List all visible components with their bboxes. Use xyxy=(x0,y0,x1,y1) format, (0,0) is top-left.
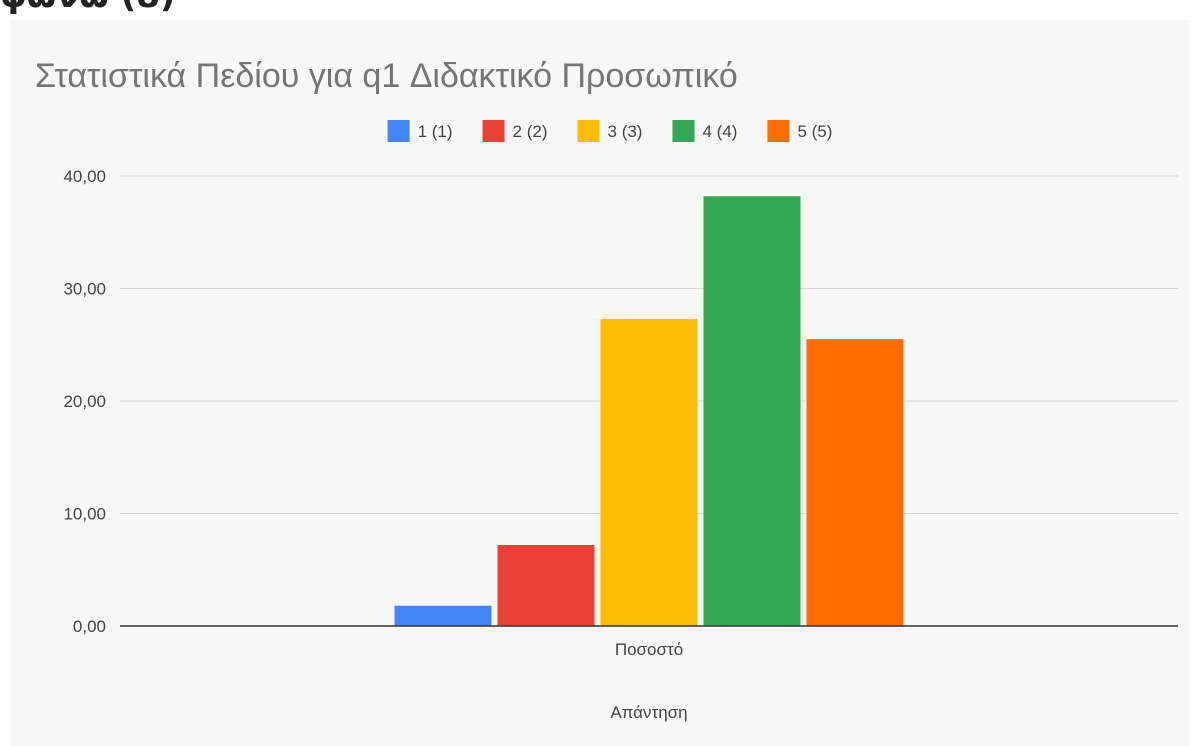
y-tick-label: 40,00 xyxy=(63,167,106,186)
legend-label-1: 1 (1) xyxy=(418,122,453,141)
cropped-top-text-label: φωνώ (8) xyxy=(0,0,175,16)
y-tick-label: 30,00 xyxy=(63,280,106,299)
y-axis-ticks: 0,00 10,00 20,00 30,00 40,00 xyxy=(63,167,106,636)
legend-swatch-2 xyxy=(482,120,505,142)
legend-label-4: 4 (4) xyxy=(702,122,737,141)
y-tick-label: 20,00 xyxy=(63,392,106,411)
legend: 1 (1) 2 (2) 3 (3) 4 (4) 5 (5) xyxy=(387,120,832,142)
y-tick-label: 0,00 xyxy=(73,617,106,636)
bars xyxy=(394,196,904,626)
bar-1 xyxy=(394,605,492,626)
y-tick-label: 10,00 xyxy=(63,505,106,524)
legend-label-5: 5 (5) xyxy=(797,122,832,141)
legend-label-2: 2 (2) xyxy=(513,122,548,141)
legend-swatch-3 xyxy=(577,120,600,142)
x-tick-label: Ποσοστό xyxy=(615,640,683,659)
x-axis-ticks: Ποσοστό xyxy=(615,640,683,659)
bar-5 xyxy=(806,339,904,626)
cropped-top-text: φωνώ (8) xyxy=(0,0,1199,20)
bar-2 xyxy=(497,545,595,626)
legend-swatch-1 xyxy=(387,120,410,142)
legend-swatch-4 xyxy=(672,120,695,142)
bar-4 xyxy=(703,196,801,626)
legend-label-3: 3 (3) xyxy=(608,122,643,141)
legend-swatch-5 xyxy=(767,120,790,142)
bar-3 xyxy=(600,318,698,626)
x-axis-title: Απάντηση xyxy=(610,703,687,722)
chart-title: Στατιστικά Πεδίου για q1 Διδακτικό Προσω… xyxy=(35,57,738,95)
